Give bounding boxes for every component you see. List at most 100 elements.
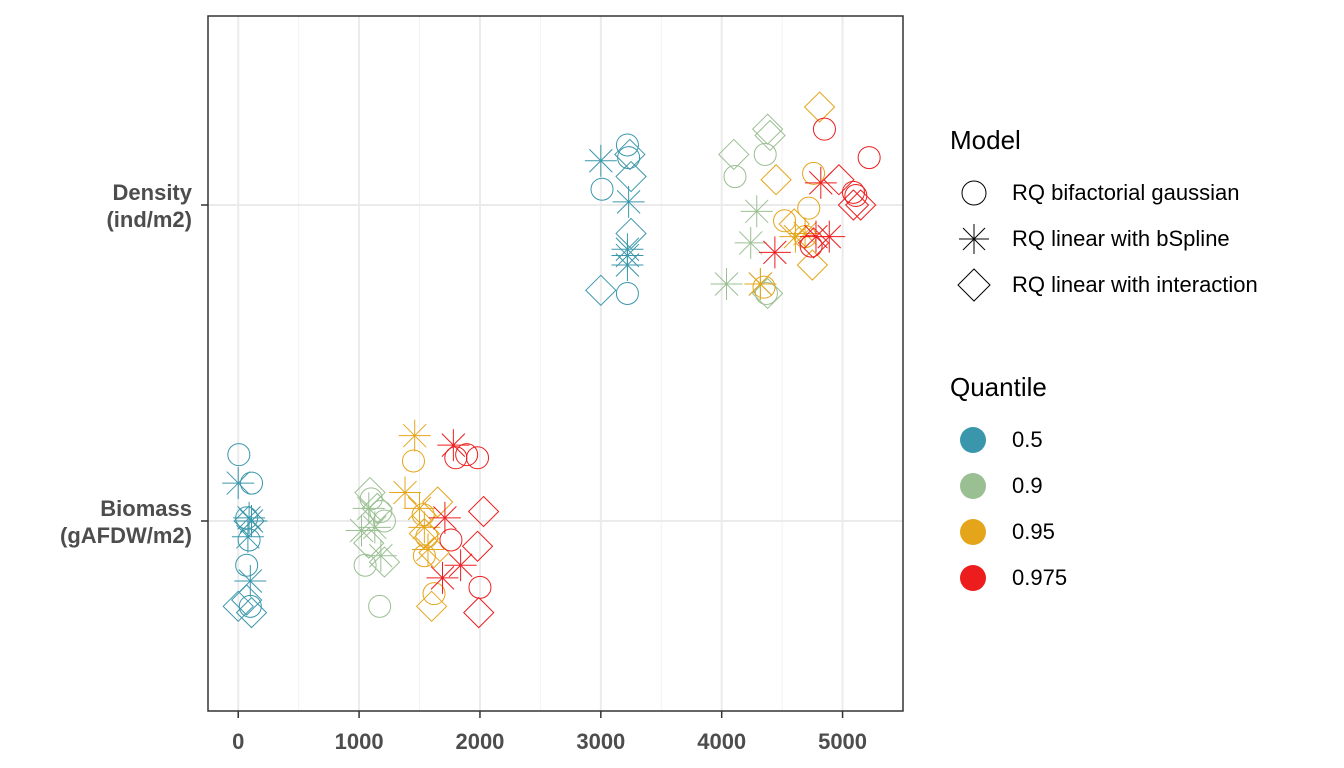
data-point-diamond [368, 546, 401, 578]
data-point-diamond [615, 160, 647, 193]
color-swatch-icon [960, 565, 986, 591]
data-point-diamond [461, 530, 494, 562]
data-point-circle [401, 449, 425, 473]
data-point-asterisk [233, 501, 266, 534]
data-point-diamond [718, 138, 750, 171]
data-point-asterisk [389, 476, 422, 509]
shape-legend: Model RQ bifactorial gaussian RQ linear … [950, 125, 1258, 308]
data-point-asterisk [411, 533, 444, 566]
data-point-circle [590, 177, 614, 201]
data-point-diamond [354, 476, 386, 509]
color-swatch-icon [960, 473, 986, 499]
data-point-diamond [754, 119, 786, 152]
data-point-asterisk [813, 220, 846, 253]
data-point-asterisk [364, 539, 397, 572]
data-point-diamond [361, 492, 393, 525]
color-swatch-icon [960, 519, 986, 545]
data-point-diamond [418, 536, 450, 569]
legend-item-q0975: 0.975 [950, 555, 1067, 601]
color-swatch-icon [960, 427, 986, 453]
color-legend-title: Quantile [950, 372, 1047, 402]
legend-label: RQ linear with bSpline [1012, 226, 1230, 251]
data-point-asterisk [710, 268, 743, 300]
data-point-circle [412, 544, 436, 568]
data-point-asterisk [235, 505, 268, 537]
data-point-circle [753, 142, 777, 166]
data-point-circle [422, 582, 446, 606]
y-tick-label: (gAFDW/m2) [60, 523, 192, 548]
data-point-asterisk [358, 511, 391, 544]
data-point-asterisk [804, 166, 837, 199]
data-point-diamond [615, 217, 647, 250]
data-point-circle [617, 146, 641, 170]
data-point-diamond [415, 590, 448, 623]
data-point-diamond [421, 486, 454, 518]
plot-panel-border [207, 15, 904, 712]
legend-label: 0.9 [1012, 473, 1043, 498]
data-point-circle [802, 161, 826, 185]
y-tick-label: (ind/m2) [106, 207, 192, 232]
data-point-asterisk [426, 561, 459, 594]
y-tick-label: Density [113, 180, 193, 205]
data-point-diamond [796, 249, 829, 281]
data-point-asterisk [758, 236, 791, 269]
y-tick-label: Biomass [100, 496, 192, 521]
data-point-asterisk [444, 549, 477, 582]
data-point-asterisk [740, 195, 773, 228]
data-point-diamond [235, 596, 268, 629]
legend-item-q095: 0.95 [950, 509, 1067, 555]
diamond-icon [950, 262, 998, 308]
data-point-circle [615, 133, 639, 157]
data-point-asterisk [744, 268, 777, 300]
data-point-diamond [585, 274, 617, 307]
asterisk-icon [950, 216, 998, 262]
data-point-asterisk [428, 501, 461, 534]
data-point-asterisk [612, 185, 645, 218]
x-tick-label: 2000 [455, 729, 504, 754]
data-point-circle [799, 234, 823, 258]
data-point-diamond [614, 138, 646, 171]
data-point-circle [857, 146, 881, 170]
data-point-asterisk [345, 514, 378, 547]
data-point-asterisk [734, 226, 767, 259]
data-point-circle [812, 117, 836, 141]
data-point-diamond [778, 208, 810, 240]
data-point-circle [372, 509, 396, 533]
color-legend: Quantile 0.5 0.9 0.95 0.975 [950, 372, 1067, 601]
legend-label: RQ linear with interaction [1012, 272, 1258, 297]
circle-icon [950, 170, 998, 216]
legend-item-circle: RQ bifactorial gaussian [950, 170, 1258, 216]
data-point-diamond [463, 596, 495, 629]
data-point-asterisk [611, 249, 644, 282]
x-tick-label: 3000 [576, 729, 625, 754]
data-point-diamond [837, 189, 870, 221]
data-point-diamond [797, 227, 830, 259]
x-tick-label: 4000 [697, 729, 746, 754]
data-point-diamond [467, 495, 500, 528]
legend-item-diamond: RQ linear with interaction [950, 262, 1258, 308]
data-point-circle [411, 503, 435, 527]
data-point-diamond [353, 527, 385, 559]
data-point-circle [368, 594, 392, 618]
data-point-circle [723, 165, 747, 189]
data-point-diamond [844, 189, 877, 221]
legend-label: 0.5 [1012, 427, 1043, 452]
data-point-diamond [760, 164, 792, 196]
grid-lines [208, 16, 903, 711]
data-point-circle [797, 196, 821, 220]
data-point-circle [773, 209, 797, 233]
data-point-asterisk [398, 419, 431, 452]
x-tick-label: 5000 [818, 729, 867, 754]
data-point-circle [455, 443, 479, 467]
data-point-diamond [751, 113, 784, 145]
data-point-diamond [803, 91, 836, 123]
data-point-circle [235, 553, 259, 577]
data-points [222, 91, 881, 629]
data-point-asterisk [437, 429, 470, 462]
legend-item-asterisk: RQ linear with bSpline [950, 216, 1258, 262]
data-point-circle [227, 443, 251, 467]
axes: 0 1000 2000 3000 4000 5000 Biomass(gAFDW/m2) De… [60, 180, 867, 754]
data-point-asterisk [222, 467, 255, 500]
data-point-asterisk [584, 144, 617, 177]
data-point-circle [841, 180, 865, 204]
